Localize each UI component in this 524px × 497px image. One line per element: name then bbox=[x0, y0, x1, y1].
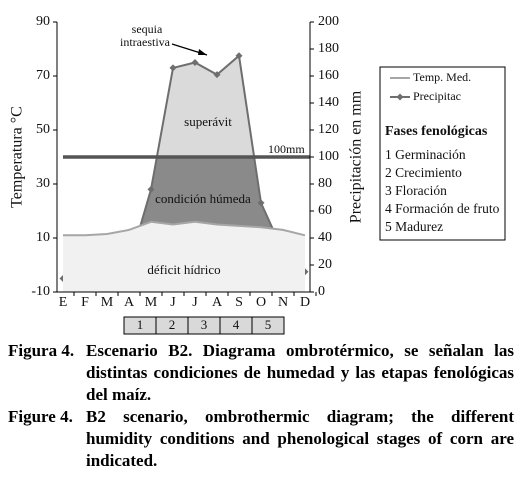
annotation: sequia bbox=[132, 22, 163, 36]
x-tick-label: D bbox=[300, 295, 310, 310]
legend-label: Precipitac bbox=[413, 89, 461, 103]
x-tick-label: J bbox=[192, 295, 198, 310]
phase-number: 5 bbox=[265, 317, 272, 332]
x-tick-label: S bbox=[235, 295, 243, 310]
temp-line bbox=[63, 220, 306, 237]
phase-item: 2 Crecimiento bbox=[385, 165, 462, 180]
y2-tick-label: 100 bbox=[318, 149, 339, 164]
phase-number: 2 bbox=[169, 317, 176, 332]
caption-text: B2 scenario, ombrothermic diagram; the d… bbox=[86, 407, 514, 470]
legend-marker bbox=[396, 93, 404, 101]
x-tick-label: M bbox=[145, 295, 158, 310]
y-tick-label: 50 bbox=[36, 122, 50, 137]
threshold-label: 100mm bbox=[268, 142, 305, 156]
x-tick-label: J bbox=[170, 295, 176, 310]
y-tick-label: 90 bbox=[36, 14, 50, 29]
y2-tick-label: 40 bbox=[318, 230, 332, 245]
y2-tick-label: 180 bbox=[318, 41, 339, 56]
precip-marker bbox=[147, 185, 155, 193]
phase-number: 4 bbox=[233, 317, 240, 332]
x-tick-label: A bbox=[124, 295, 135, 310]
x-tick-label: A bbox=[212, 295, 223, 310]
precip-marker bbox=[257, 199, 265, 207]
chart: sequia intraestiva superávit condición h… bbox=[9, 14, 506, 335]
y2-tick-label: 120 bbox=[318, 122, 339, 137]
annotation: intraestiva bbox=[120, 35, 171, 49]
y2-tick-label: 160 bbox=[318, 68, 339, 83]
y-tick-label: -10 bbox=[31, 284, 50, 299]
y-tick-label: 30 bbox=[36, 176, 50, 191]
annotation: superávit bbox=[184, 114, 232, 129]
deficit-area bbox=[63, 221, 305, 292]
precip-marker bbox=[235, 52, 243, 60]
phase-item: 5 Madurez bbox=[385, 219, 443, 234]
caption-label: Figura 4. bbox=[8, 341, 75, 360]
phase-cell bbox=[251, 316, 285, 335]
phase-number: 3 bbox=[201, 317, 208, 332]
annotation: déficit hídrico bbox=[147, 262, 220, 277]
y-tick-label: 10 bbox=[36, 230, 50, 245]
y-tick-label: 70 bbox=[36, 68, 50, 83]
caption-text: Escenario B2. Diagrama ombrotérmico, se … bbox=[86, 341, 514, 404]
y2-tick-label: 0 bbox=[318, 284, 325, 299]
arrow-head bbox=[198, 49, 207, 55]
phase-item: 1 Germinación bbox=[385, 147, 466, 162]
legend-box bbox=[379, 66, 506, 241]
caption-label: Figure 4. bbox=[8, 407, 73, 426]
phase-item: 3 Floración bbox=[385, 183, 447, 198]
legend-label: Temp. Med. bbox=[413, 70, 471, 84]
x-tick-label: M bbox=[101, 295, 114, 310]
y2-axis-title: Precipitación en mm bbox=[348, 90, 365, 223]
phase-number: 1 bbox=[137, 317, 144, 332]
precip-marker bbox=[191, 59, 199, 66]
y2-tick-label: 200 bbox=[318, 14, 339, 29]
precip-marker bbox=[169, 64, 177, 72]
phase-item: 4 Formación de fruto bbox=[385, 201, 500, 216]
x-tick-label: F bbox=[81, 295, 89, 310]
y2-tick-label: 140 bbox=[318, 95, 339, 110]
annotation: condición húmeda bbox=[155, 191, 251, 206]
y2-tick-label: 20 bbox=[318, 257, 332, 272]
y2-tick-label: 80 bbox=[318, 176, 332, 191]
x-tick-label: O bbox=[256, 295, 266, 310]
caption: Figure 4. B2 scenario, ombrothermic diagr… bbox=[8, 406, 514, 472]
phases-title: Fases fenológicas bbox=[385, 124, 488, 139]
x-tick-label: N bbox=[278, 295, 288, 310]
precip-marker bbox=[213, 71, 221, 79]
caption: Figura 4. Escenario B2. Diagrama ombrotér… bbox=[8, 340, 514, 406]
x-tick-label: E bbox=[59, 295, 68, 310]
y-axis-title: Temperatura °C bbox=[9, 106, 26, 208]
y2-tick-label: 60 bbox=[318, 203, 332, 218]
